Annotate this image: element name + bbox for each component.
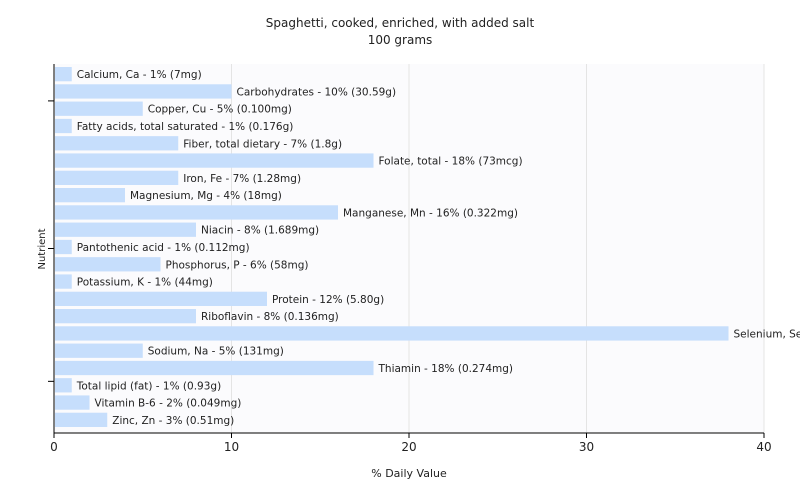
x-tick-label: 10 bbox=[224, 440, 239, 454]
bar bbox=[55, 101, 143, 116]
bar-label: Niacin - 8% (1.689mg) bbox=[201, 225, 319, 237]
bar bbox=[55, 343, 143, 358]
chart-subtitle: 100 grams bbox=[367, 33, 433, 47]
bar bbox=[55, 378, 72, 393]
bar-label: Magnesium, Mg - 4% (18mg) bbox=[130, 190, 282, 202]
bar-label: Fiber, total dietary - 7% (1.8g) bbox=[183, 138, 342, 150]
x-tick-label: 0 bbox=[50, 440, 58, 454]
bar-label: Selenium, Se - 38% (26.4mcg) bbox=[734, 328, 800, 340]
x-tick-label: 20 bbox=[401, 440, 416, 454]
bar-label: Folate, total - 18% (73mcg) bbox=[379, 156, 523, 168]
bar bbox=[55, 205, 338, 220]
bar bbox=[55, 395, 90, 410]
bar bbox=[55, 118, 72, 134]
bar-label: Thiamin - 18% (0.274mg) bbox=[378, 363, 514, 375]
bar-label: Carbohydrates - 10% (30.59g) bbox=[237, 86, 397, 98]
bar bbox=[55, 257, 161, 272]
bar bbox=[55, 67, 72, 82]
bar-label: Manganese, Mn - 16% (0.322mg) bbox=[343, 207, 518, 219]
bar-label: Riboflavin - 8% (0.136mg) bbox=[201, 311, 339, 323]
bar bbox=[55, 84, 232, 99]
bar bbox=[55, 239, 72, 255]
bar-label: Sodium, Na - 5% (131mg) bbox=[148, 346, 284, 358]
bar-label: Calcium, Ca - 1% (7mg) bbox=[77, 69, 202, 81]
bar-label: Zinc, Zn - 3% (0.51mg) bbox=[112, 415, 234, 427]
bar-label: Potassium, K - 1% (44mg) bbox=[77, 277, 213, 289]
bar-label: Total lipid (fat) - 1% (0.93g) bbox=[76, 380, 221, 392]
bar bbox=[55, 188, 125, 203]
bar bbox=[55, 274, 72, 289]
bar bbox=[55, 309, 196, 324]
bar bbox=[55, 170, 179, 185]
bar bbox=[55, 360, 374, 376]
y-axis-title: Nutrient bbox=[37, 228, 48, 269]
bar bbox=[55, 412, 108, 427]
x-axis-title: % Daily Value bbox=[371, 467, 447, 480]
bar-label: Pantothenic acid - 1% (0.112mg) bbox=[77, 242, 250, 254]
chart-title: Spaghetti, cooked, enriched, with added … bbox=[265, 16, 535, 30]
bar bbox=[55, 136, 179, 151]
bar-label: Fatty acids, total saturated - 1% (0.176… bbox=[77, 121, 294, 133]
bar-label: Vitamin B-6 - 2% (0.049mg) bbox=[95, 398, 242, 410]
bar bbox=[55, 291, 267, 306]
bar-label: Protein - 12% (5.80g) bbox=[272, 294, 384, 306]
bar-label: Phosphorus, P - 6% (58mg) bbox=[166, 259, 309, 271]
x-tick-label: 40 bbox=[756, 440, 771, 454]
bar bbox=[55, 153, 374, 168]
x-tick-label: 30 bbox=[579, 440, 594, 454]
bar-label: Iron, Fe - 7% (1.28mg) bbox=[183, 173, 301, 185]
bar bbox=[55, 326, 729, 341]
bar-label: Copper, Cu - 5% (0.100mg) bbox=[148, 104, 292, 116]
bar bbox=[55, 222, 196, 237]
